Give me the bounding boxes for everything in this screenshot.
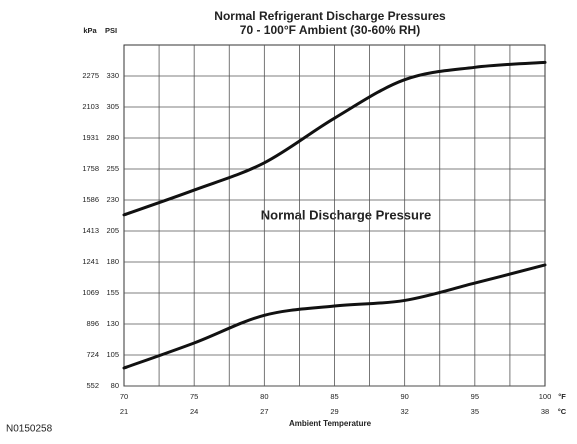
figure-id: N0150258 — [6, 424, 53, 435]
x2-tick-label: 24 — [190, 407, 198, 416]
y-tick-label: 155 — [106, 288, 119, 297]
y2-tick-label: 1586 — [82, 195, 99, 204]
annotation: Normal Discharge Pressure — [261, 207, 432, 222]
x-unit: °F — [558, 392, 566, 401]
x2-unit: °C — [558, 407, 567, 416]
chart-title: Normal Refrigerant Discharge Pressures — [214, 9, 446, 23]
y-tick-label: 180 — [106, 257, 119, 266]
y2-unit: kPa — [83, 26, 97, 35]
y-tick-label: 80 — [111, 381, 119, 390]
x-tick-label: 95 — [471, 392, 479, 401]
y2-tick-label: 552 — [86, 381, 99, 390]
y2-tick-label: 1069 — [82, 288, 99, 297]
y2-tick-label: 1241 — [82, 257, 99, 266]
y-tick-label: 330 — [106, 71, 119, 80]
y2-tick-label: 1413 — [82, 226, 99, 235]
y-tick-label: 130 — [106, 319, 119, 328]
y-tick-label: 305 — [106, 102, 119, 111]
y-tick-label: 255 — [106, 164, 119, 173]
x-axis-title: Ambient Temperature — [289, 419, 372, 428]
x-tick-label: 75 — [190, 392, 198, 401]
y2-tick-label: 896 — [86, 319, 99, 328]
x2-tick-label: 27 — [260, 407, 268, 416]
y-unit: PSI — [105, 26, 117, 35]
y-tick-label: 230 — [106, 195, 119, 204]
y2-tick-label: 1931 — [82, 133, 99, 142]
y-tick-label: 280 — [106, 133, 119, 142]
series-line — [122, 60, 547, 217]
x-tick-label: 90 — [400, 392, 408, 401]
x-tick-label: 80 — [260, 392, 268, 401]
x2-tick-label: 29 — [330, 407, 338, 416]
y-tick-label: 105 — [106, 350, 119, 359]
x2-tick-label: 38 — [541, 407, 549, 416]
x-tick-label: 100 — [539, 392, 552, 401]
series-line — [122, 263, 547, 370]
chart-subtitle: 70 - 100°F Ambient (30-60% RH) — [240, 23, 420, 37]
y2-tick-label: 1758 — [82, 164, 99, 173]
x-tick-label: 85 — [330, 392, 338, 401]
y2-tick-label: 2103 — [82, 102, 99, 111]
y2-tick-label: 2275 — [82, 71, 99, 80]
y2-tick-label: 724 — [86, 350, 99, 359]
x2-tick-label: 35 — [471, 407, 479, 416]
x2-tick-label: 21 — [120, 407, 128, 416]
y-tick-label: 205 — [106, 226, 119, 235]
x2-tick-label: 32 — [400, 407, 408, 416]
x-tick-label: 70 — [120, 392, 128, 401]
